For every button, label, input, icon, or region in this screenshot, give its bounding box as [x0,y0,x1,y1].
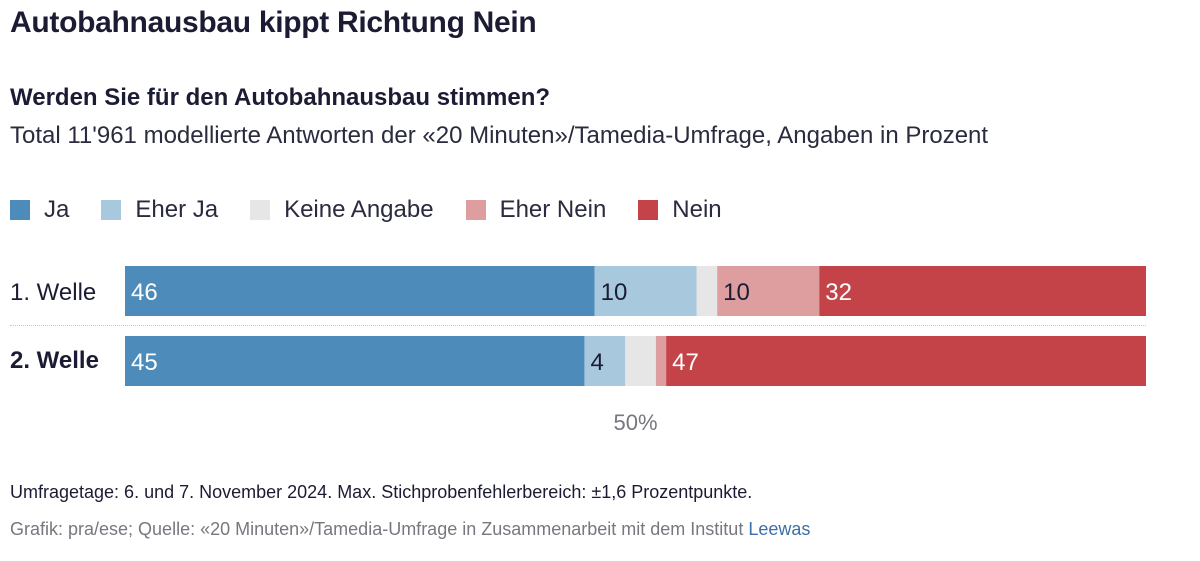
bar-2-welle-ja [125,336,585,386]
bar-1-welle-keine-angabe [696,266,718,316]
legend-label-ja: Ja [44,196,70,223]
bar-1-welle-eher-ja [594,266,697,316]
footnote: Umfragetage: 6. und 7. November 2024. Ma… [10,482,753,502]
legend-item-nein: Nein [638,196,722,224]
chart-description: Total 11'961 modellierte Antworten der «… [10,122,989,149]
data-label-1-welle-eher-nein: 10 [723,279,750,306]
row-label-welle-2: 2. Welle [10,347,99,374]
legend-swatch-eher-ja [101,200,122,220]
legend-item-keine-angabe: Keine Angabe [250,196,434,224]
legend-item-eher-nein: Eher Nein [465,196,607,224]
legend-label-nein: Nein [672,196,722,223]
data-label-1-welle-eher-ja: 10 [601,279,628,306]
midline-label: 50% [613,410,657,435]
data-label-1-welle-ja: 46 [131,279,158,306]
chart-subtitle: Werden Sie für den Autobahnausbau stimme… [10,84,551,111]
bar-1-welle-eher-nein [717,266,820,316]
bar-1-welle-nein [819,266,1146,316]
data-label-2-welle-nein: 47 [672,349,699,376]
bar-2-welle-keine-angabe [625,336,656,386]
legend: Ja Eher Ja Keine Angabe Eher Nein Nein [10,196,754,224]
source-text: Grafik: pra/ese; Quelle: «20 Minuten»/Ta… [10,519,749,539]
legend-label-keine-angabe: Keine Angabe [284,196,434,223]
bar-1-welle-ja [125,266,595,316]
data-label-2-welle-eher-ja: 4 [590,349,603,376]
chart-title: Autobahnausbau kippt Richtung Nein [10,6,537,39]
legend-swatch-eher-nein [465,200,486,220]
legend-item-eher-ja: Eher Ja [101,196,218,224]
legend-swatch-ja [10,200,30,220]
source-link-leewas[interactable]: Leewas [748,519,811,539]
row-label-welle-1: 1. Welle [10,279,97,306]
row-divider [10,325,1146,326]
source-line: Grafik: pra/ese; Quelle: «20 Minuten»/Ta… [10,519,810,540]
legend-label-eher-nein: Eher Nein [499,196,607,223]
legend-item-ja: Ja [10,196,69,224]
data-label-2-welle-ja: 45 [131,349,158,376]
legend-swatch-nein [638,200,659,220]
bar-2-welle-nein [666,336,1146,386]
legend-swatch-keine-angabe [250,200,271,220]
legend-label-eher-ja: Eher Ja [135,196,219,223]
bar-2-welle-eher-nein [655,336,667,386]
bar-2-welle-eher-ja [584,336,626,386]
data-label-1-welle-nein: 32 [825,279,852,306]
